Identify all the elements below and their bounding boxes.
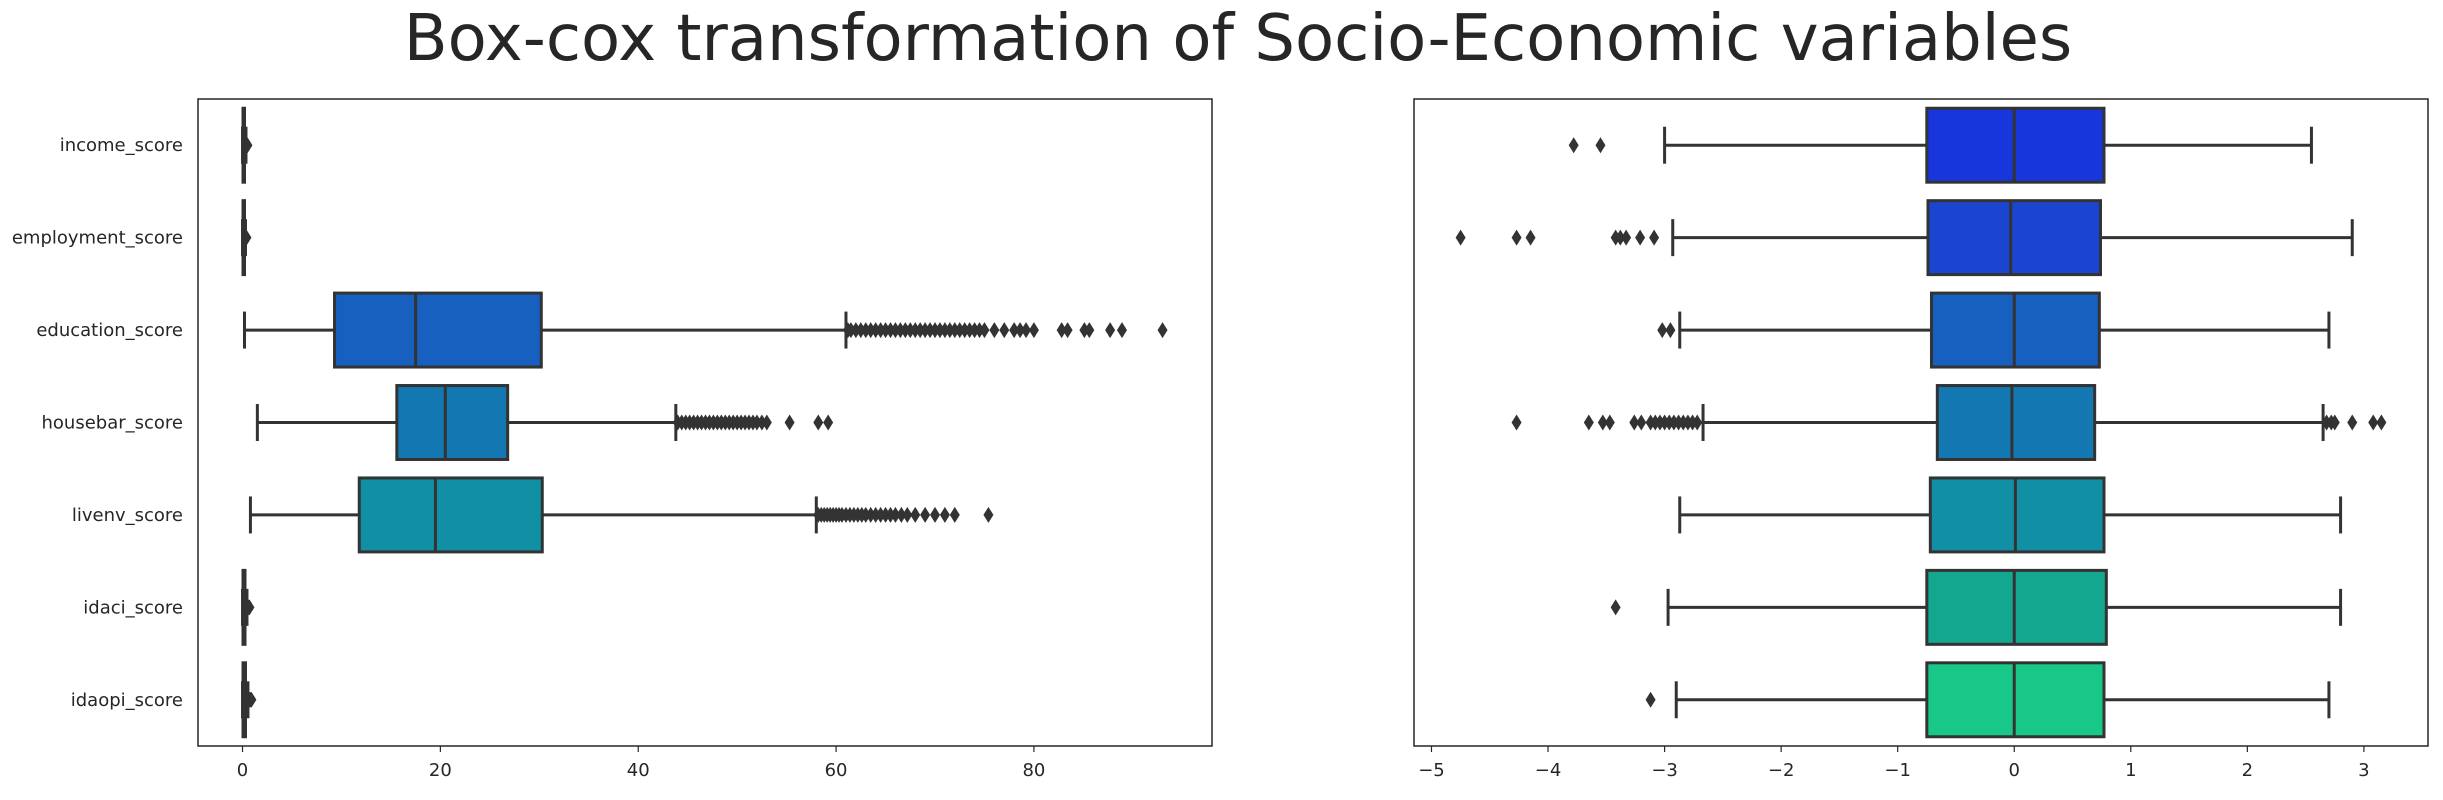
outlier-point — [989, 322, 1000, 339]
x-tick-label: 60 — [825, 760, 848, 781]
outlier-point — [242, 137, 253, 154]
outlier-point — [1028, 322, 1039, 339]
outlier-point — [1105, 322, 1116, 339]
outlier-point — [939, 506, 950, 523]
box-idaci_score — [1925, 568, 2108, 646]
y-tick-label-livenv_score: livenv_score — [72, 505, 183, 526]
outlier-point — [1021, 322, 1032, 339]
box-education_score — [333, 291, 543, 369]
left-panel: 0 20 40 60 80 income_score employment_scoreedu… — [12, 98, 1213, 781]
outlier-point — [1649, 229, 1660, 246]
outlier-point — [1583, 414, 1594, 431]
outlier-point — [1621, 229, 1632, 246]
outlier-point — [1084, 322, 1095, 339]
outlier-point — [1635, 229, 1646, 246]
outlier-point — [999, 322, 1010, 339]
y-tick-label-housebar_score: housebar_score — [41, 413, 183, 434]
outlier-point — [2329, 414, 2340, 431]
outlier-point — [1009, 322, 1020, 339]
outlier-point — [1604, 414, 1615, 431]
outlier-point — [1615, 229, 1626, 246]
outlier-point — [823, 414, 834, 431]
outlier-point — [1568, 137, 1579, 154]
outlier-point — [920, 506, 931, 523]
box-livenv_score — [357, 476, 544, 554]
outlier-point — [2376, 414, 2387, 431]
outlier-point — [1692, 414, 1703, 431]
outlier-point — [1062, 322, 1073, 339]
outlier-point — [761, 414, 772, 431]
right-panel: −5 −4 −3 −2 −1 0 1 2 3 — [1413, 98, 2429, 781]
outlier-point — [1595, 137, 1606, 154]
outlier-point — [246, 691, 257, 708]
outlier-point — [930, 506, 941, 523]
plot-frame — [1413, 98, 2429, 747]
outlier-point — [2347, 414, 2358, 431]
x-tick-label: 2 — [2242, 760, 2253, 781]
y-tick-label-idaopi_score: idaopi_score — [71, 690, 183, 711]
box-employment_score — [1926, 199, 2102, 277]
outlier-point — [1455, 229, 1466, 246]
outlier-point — [1511, 229, 1522, 246]
outlier-point — [1645, 691, 1656, 708]
outlier-point — [902, 506, 913, 523]
outlier-point — [890, 506, 901, 523]
outlier-point — [784, 414, 795, 431]
x-tick-label: −1 — [1884, 760, 1911, 781]
x-tick-label: 80 — [1022, 760, 1045, 781]
outlier-point — [1610, 599, 1621, 616]
y-tick-label-idaci_score: idaci_score — [83, 597, 183, 618]
outlier-point — [1525, 229, 1536, 246]
outlier-point — [1636, 414, 1647, 431]
plot-frame — [197, 98, 1213, 747]
y-tick-label-employment_score: employment_score — [12, 228, 183, 249]
outlier-point — [1629, 414, 1640, 431]
x-tick-label: 0 — [2009, 760, 2020, 781]
x-tick-label: 3 — [2358, 760, 2369, 781]
box-housebar_score — [1935, 384, 2097, 461]
outlier-point — [896, 506, 907, 523]
x-tick-label: −3 — [1651, 760, 1678, 781]
box-housebar_score — [395, 384, 510, 461]
outlier-point — [983, 506, 994, 523]
outlier-point — [813, 414, 824, 431]
outlier-point — [1665, 322, 1676, 339]
x-tick-label: 0 — [237, 760, 248, 781]
outlier-point — [1056, 322, 1067, 339]
y-tick-label-education_score: education_score — [36, 320, 183, 341]
y-tick-label-income_score: income_score — [60, 135, 183, 156]
outlier-point — [1116, 322, 1127, 339]
x-tick-label: −4 — [1535, 760, 1562, 781]
outlier-point — [244, 599, 255, 616]
outlier-point — [949, 506, 960, 523]
x-tick-label: −2 — [1768, 760, 1795, 781]
outlier-point — [1015, 322, 1026, 339]
outlier-point — [1597, 414, 1608, 431]
outlier-point — [1511, 414, 1522, 431]
x-tick-label: 40 — [627, 760, 650, 781]
x-tick-label: −5 — [1418, 760, 1445, 781]
outlier-point — [241, 229, 252, 246]
outlier-point — [2368, 414, 2379, 431]
x-tick-label: 20 — [429, 760, 452, 781]
outlier-point — [1157, 322, 1168, 339]
x-tick-label: 1 — [2125, 760, 2136, 781]
outlier-point — [979, 322, 990, 339]
outlier-point — [910, 506, 921, 523]
chart-title: Box-cox transformation of Socio-Economic… — [404, 2, 2072, 76]
box-livenv_score — [1928, 476, 2106, 554]
outlier-point — [1657, 322, 1668, 339]
